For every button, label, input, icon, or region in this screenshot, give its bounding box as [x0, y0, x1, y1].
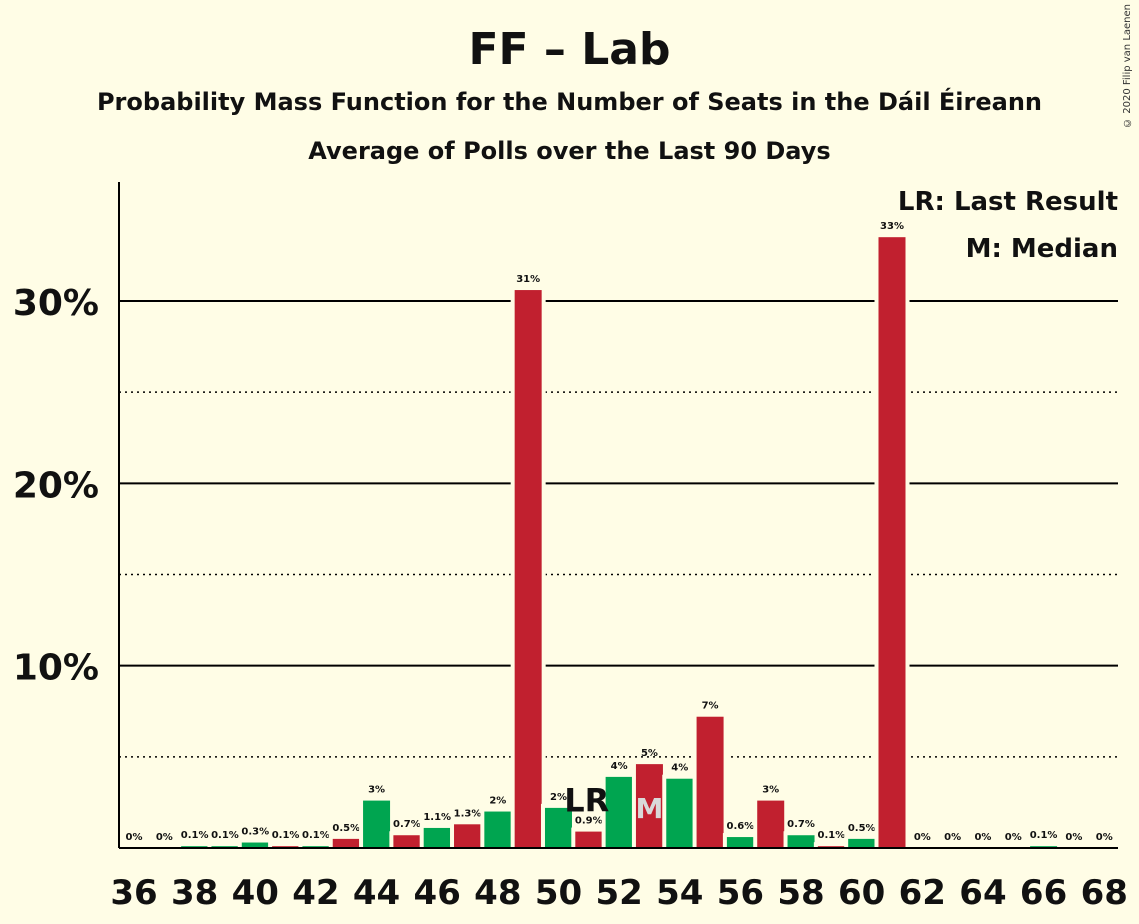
data-label: 0.5% [332, 823, 360, 834]
data-label: 0.9% [575, 816, 603, 827]
data-label: 2% [550, 792, 567, 803]
bar-seat-40 [241, 842, 269, 848]
x-tick-label: 54 [656, 873, 703, 913]
x-tick-label: 44 [353, 873, 400, 913]
bar-seat-58 [787, 835, 815, 848]
data-label: 5% [641, 748, 658, 759]
x-tick-label: 48 [474, 873, 521, 913]
chart-subtitle: Probability Mass Function for the Number… [96, 88, 1043, 116]
data-label: 0.1% [211, 830, 239, 841]
data-label: 3% [762, 785, 779, 796]
data-label: 0.1% [817, 830, 845, 841]
bar-halo [177, 842, 213, 848]
x-tick-label: 40 [232, 873, 279, 913]
bar-seat-48 [484, 811, 512, 848]
bar-halo [298, 842, 334, 848]
bar-seat-56 [726, 837, 754, 848]
data-label: 0% [156, 832, 173, 843]
bar-halo [813, 842, 849, 848]
x-tick-label: 60 [838, 873, 885, 913]
bar-seat-44 [363, 800, 391, 848]
bar-seat-43 [332, 838, 360, 848]
data-label: 2% [489, 796, 506, 807]
bar-seat-61 [878, 237, 906, 848]
x-tick-label: 58 [777, 873, 824, 913]
x-tick-label: 56 [717, 873, 764, 913]
x-tick-label: 64 [959, 873, 1006, 913]
bar-seat-47 [454, 824, 482, 848]
data-label: 0.5% [848, 823, 876, 834]
data-label: 0% [126, 832, 143, 843]
y-tick-label: 20% [13, 465, 99, 506]
data-label: 1.1% [423, 812, 451, 823]
x-tick-label: 66 [1020, 873, 1067, 913]
data-label: 0.1% [302, 830, 330, 841]
data-label: 31% [516, 274, 540, 285]
bar-halo [1026, 842, 1062, 848]
bar-seat-57 [757, 800, 785, 848]
bar-seat-52 [605, 776, 633, 848]
data-label: 33% [880, 221, 904, 232]
bar-halo [268, 842, 304, 848]
data-label: 0.1% [181, 830, 209, 841]
x-tick-label: 38 [171, 873, 218, 913]
data-label: 4% [611, 761, 628, 772]
y-tick-label: 30% [13, 283, 99, 324]
bar-seat-45 [393, 835, 421, 848]
legend-entry: LR: Last Result [898, 187, 1118, 217]
bar-seat-55 [696, 716, 724, 848]
data-label: 4% [671, 763, 688, 774]
bar-seat-53 [635, 764, 663, 848]
y-tick-label: 10% [13, 648, 99, 689]
data-label: 0% [914, 832, 931, 843]
chart-subtitle-secondary: Average of Polls over the Last 90 Days [308, 137, 831, 165]
data-label: 0% [1005, 832, 1022, 843]
x-tick-label: 62 [899, 873, 946, 913]
x-tick-label: 68 [1081, 873, 1128, 913]
bar-seat-49 [514, 290, 542, 848]
data-label: 1.3% [454, 808, 482, 819]
data-label: 0.3% [241, 827, 269, 838]
data-label: 0.1% [272, 830, 300, 841]
data-label: 0% [1065, 832, 1082, 843]
last-result-marker: LR [564, 782, 609, 820]
x-tick-label: 50 [535, 873, 582, 913]
chart-title: FF – Lab [468, 24, 671, 75]
x-tick-label: 52 [595, 873, 642, 913]
data-label: 0% [944, 832, 961, 843]
data-label: 0.6% [727, 821, 755, 832]
data-label: 0% [1096, 832, 1113, 843]
bar-halo [207, 842, 243, 848]
bar-seat-46 [423, 827, 451, 848]
legend-entry: M: Median [966, 234, 1118, 264]
bar-seat-51 [575, 831, 603, 848]
data-label: 0% [974, 832, 991, 843]
data-label: 0.7% [393, 819, 421, 830]
x-tick-label: 36 [110, 873, 157, 913]
bar-seat-50 [544, 807, 572, 848]
median-marker: M [636, 792, 664, 825]
data-label: 0.1% [1030, 830, 1058, 841]
bar-seat-60 [848, 838, 876, 848]
bar-seat-54 [666, 778, 694, 848]
x-tick-label: 42 [292, 873, 339, 913]
data-label: 3% [368, 785, 385, 796]
x-tick-label: 46 [414, 873, 461, 913]
data-label: 0.7% [787, 819, 815, 830]
data-label: 7% [702, 701, 719, 712]
